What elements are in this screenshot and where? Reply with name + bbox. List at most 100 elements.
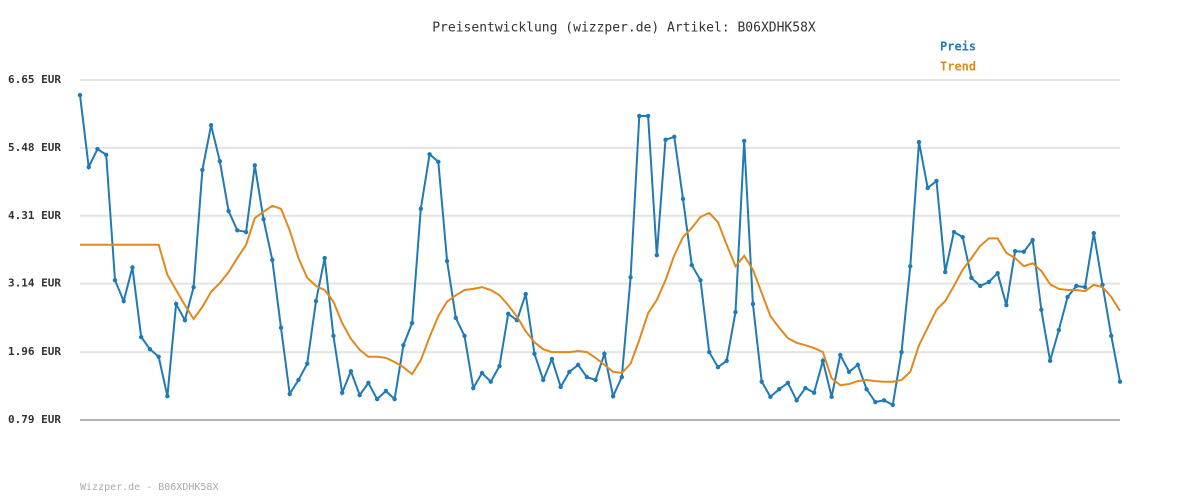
point [296,377,301,383]
point [1039,307,1044,312]
point [943,269,948,275]
point [750,301,756,307]
point [462,333,467,339]
point [1012,248,1018,254]
point [305,361,310,366]
point [532,351,537,357]
point [156,354,161,359]
point [138,334,144,340]
point [261,217,266,222]
series-line [80,204,1121,387]
point [366,380,371,386]
point [1030,237,1035,243]
point [619,374,625,380]
point [444,258,450,264]
point [1082,284,1088,290]
point [313,298,319,304]
point [409,320,415,326]
point [654,253,660,258]
point [77,92,83,98]
point [278,325,284,330]
point [846,369,852,375]
point [724,358,729,364]
point [916,139,922,145]
point [1065,294,1070,300]
point [977,283,983,289]
y-tick-label: 5.48 EUR [8,141,61,154]
point [829,394,834,399]
point [663,137,668,142]
point [680,196,686,202]
point [864,387,869,392]
point [575,362,581,368]
point [890,402,895,408]
y-tick-label: 6.65 EUR [8,73,61,86]
point [951,229,957,235]
point [392,396,397,402]
point [969,275,974,281]
point [226,208,231,214]
point [453,315,458,321]
point [479,370,485,376]
point [497,363,502,369]
point [217,159,223,164]
footer: Wizzper.de - B06XDHK58X [80,482,218,493]
point [200,167,205,173]
point [558,384,563,390]
point [776,387,782,392]
point [715,365,721,370]
point [960,235,965,240]
point [506,311,511,317]
point [820,358,826,364]
point [881,398,887,403]
point [1117,379,1123,384]
series-line [79,94,1121,407]
point [540,377,546,383]
point [908,264,913,269]
point [383,388,389,394]
point [689,262,694,268]
point [785,380,791,386]
point [593,377,598,383]
point [427,152,432,157]
point [707,349,712,355]
point [811,390,817,395]
point [331,333,336,339]
point [698,277,703,283]
point [86,164,91,170]
point [637,113,642,119]
legend-label: Trend [940,60,976,74]
point [165,394,170,399]
point [471,385,476,391]
point [567,369,572,375]
point [986,279,992,285]
point [759,379,764,384]
point [1091,230,1096,236]
point [147,347,153,352]
point [121,298,126,304]
point [1109,333,1114,339]
point [287,391,292,397]
point [1056,327,1062,333]
point [645,113,651,119]
point [130,265,135,270]
chart-title: Preisentwicklung (wizzper.de) Artikel: B… [432,21,816,36]
point [339,390,345,395]
point [104,152,109,158]
point [925,185,930,191]
y-tick-label: 1.96 EUR [8,345,61,358]
point [357,392,362,398]
point [252,163,257,168]
point [374,396,380,402]
point [1004,302,1009,308]
point [208,123,214,128]
point [235,228,240,233]
point [173,301,179,307]
y-tick-label: 3.14 EUR [8,277,61,290]
point [322,255,327,261]
point [112,277,118,283]
point [95,146,100,152]
y-tick-label: 4.31 EUR [8,209,61,222]
point [934,178,939,184]
